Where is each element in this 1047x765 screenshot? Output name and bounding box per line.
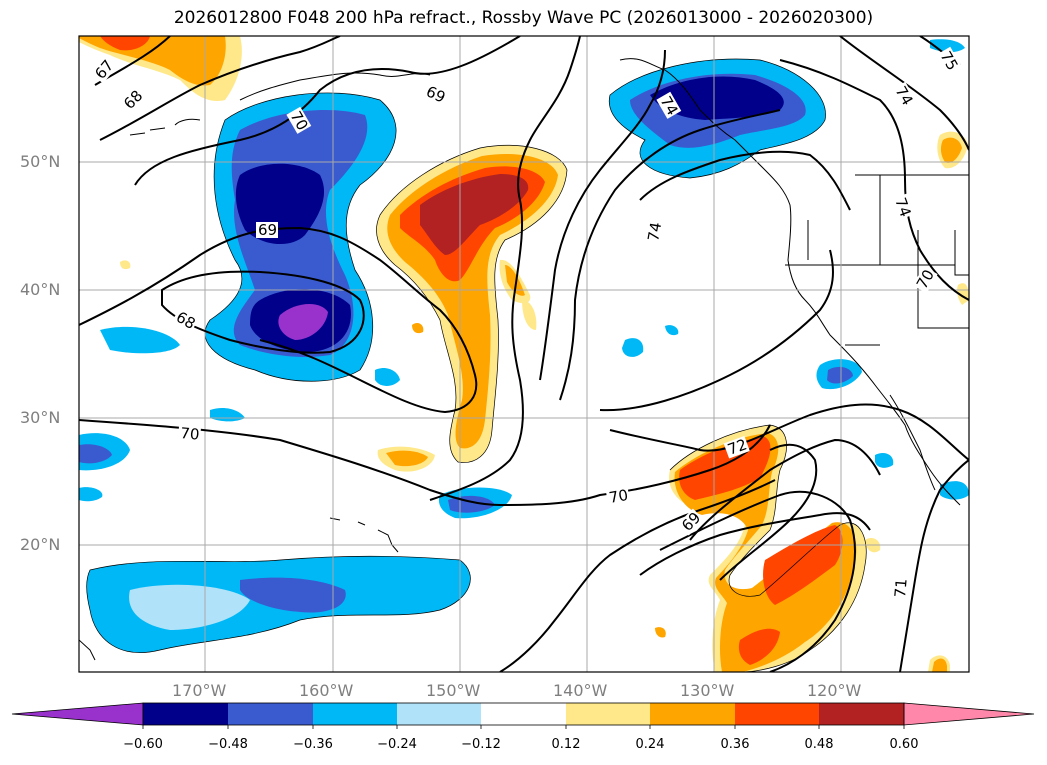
refractivity-contours (79, 36, 969, 672)
lat-label-50n: 50°N (20, 152, 61, 171)
lat-label-30n: 30°N (20, 408, 61, 427)
positive-anomaly-shading (79, 36, 969, 672)
colorbar-tick: −0.24 (377, 737, 417, 752)
contour-label: 70 (180, 424, 201, 444)
lon-label-130w: 130°W (680, 681, 735, 700)
colorbar-tick: 0.48 (804, 737, 834, 752)
colorbar-tick: −0.36 (293, 737, 333, 752)
contour-label: 71 (891, 578, 911, 599)
colorbar-tick: 0.24 (635, 737, 665, 752)
contour-label: 74 (891, 195, 914, 219)
map-frame (78, 35, 970, 673)
lon-label-160w: 160°W (299, 681, 354, 700)
lat-label-20n: 20°N (20, 535, 61, 554)
lon-label-120w: 120°W (807, 681, 862, 700)
coastlines (79, 58, 969, 661)
contour-label: 69 (258, 221, 277, 239)
colorbar-tick: −0.12 (461, 737, 501, 752)
lon-label-150w: 150°W (426, 681, 481, 700)
colorbar-tick: 0.36 (720, 737, 750, 752)
colorbar-tick: −0.60 (123, 737, 163, 752)
lat-label-40n: 40°N (20, 280, 61, 299)
negative-anomaly-shading (79, 39, 969, 653)
colorbar-tick: −0.48 (208, 737, 248, 752)
anomaly-contours (86, 58, 867, 672)
gridlines (79, 36, 969, 672)
contour-label: 70 (608, 486, 630, 507)
colorbar (11, 702, 1035, 729)
lon-label-170w: 170°W (172, 681, 227, 700)
contour-label: 74 (644, 221, 665, 243)
contour-label: 72 (725, 435, 749, 458)
lon-label-140w: 140°W (553, 681, 608, 700)
colorbar-tick: 0.60 (889, 737, 919, 752)
colorbar-tick: 0.12 (551, 737, 581, 752)
map-title: 2026012800 F048 200 hPa refract., Rossby… (173, 8, 874, 28)
